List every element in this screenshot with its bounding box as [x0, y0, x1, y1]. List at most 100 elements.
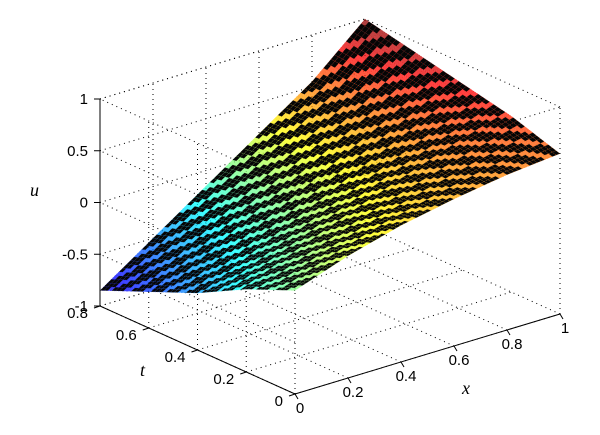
surface-patch — [192, 255, 201, 260]
surface-patch — [282, 152, 291, 158]
surface-patch — [337, 174, 346, 180]
surface-patch — [328, 150, 338, 156]
surface-patch — [333, 173, 342, 179]
surface-patch — [308, 97, 317, 104]
surface-patch — [290, 186, 300, 192]
surface-patch — [208, 277, 217, 282]
surface-patch — [118, 275, 128, 281]
surface-patch — [256, 194, 265, 200]
surface-patch — [177, 285, 187, 290]
surface-patch — [177, 289, 187, 293]
surface-patch — [126, 264, 135, 269]
surface-patch — [382, 143, 392, 149]
surface-patch — [306, 173, 315, 179]
surface-patch — [236, 171, 245, 177]
surface-patch — [328, 145, 337, 151]
surface-patch — [256, 211, 266, 216]
surface-patch — [378, 137, 388, 143]
y-tick — [191, 349, 198, 353]
surface-patch — [259, 177, 269, 183]
surface-patch — [325, 157, 334, 163]
surface-patch — [368, 23, 377, 32]
surface-patch — [305, 131, 314, 138]
surface-patch — [354, 107, 364, 114]
surface-patch — [320, 147, 330, 153]
surface-patch — [168, 236, 177, 242]
surface-patch — [207, 249, 216, 254]
surface-patch — [412, 82, 421, 89]
surface-patch — [221, 208, 231, 213]
surface-patch — [305, 146, 314, 152]
surface-patch — [344, 164, 353, 170]
surface-patch — [424, 100, 433, 106]
surface-patch — [389, 91, 398, 98]
surface-patch — [244, 182, 253, 188]
surface-patch — [220, 167, 230, 173]
surface-patch — [180, 257, 189, 262]
surface-patch — [370, 104, 379, 110]
surface-patch — [323, 104, 333, 110]
surface-patch — [218, 224, 227, 229]
surface-patch — [424, 105, 433, 111]
surface-patch — [358, 104, 367, 110]
surface-patch — [292, 101, 302, 108]
surface-patch — [202, 225, 212, 230]
surface-patch — [313, 167, 323, 173]
surface-patch — [393, 99, 402, 106]
surface-patch — [302, 198, 312, 203]
x-axis-label: x — [461, 378, 470, 398]
surface-patch — [220, 171, 230, 178]
surface-patch — [302, 181, 311, 187]
surface-patch — [177, 279, 186, 283]
surface-patch — [187, 239, 197, 244]
surface-patch — [209, 196, 219, 202]
surface-patch — [282, 171, 292, 177]
surface-patch — [164, 252, 174, 257]
surface-patch — [310, 183, 319, 189]
surface-patch — [344, 168, 354, 174]
surface-patch — [386, 135, 395, 141]
surface-patch — [281, 128, 291, 134]
surface-patch — [251, 175, 261, 181]
surface-patch — [307, 81, 317, 88]
surface-patch — [314, 193, 323, 198]
surface-patch — [244, 178, 253, 184]
surface-patch — [268, 213, 277, 219]
surface-patch — [214, 243, 224, 248]
surface-patch — [187, 231, 196, 236]
surface-patch — [214, 223, 223, 228]
surface-patch — [177, 282, 186, 287]
surface-patch — [415, 212, 425, 217]
surface-patch — [294, 161, 303, 167]
surface-patch — [257, 223, 266, 228]
surface-patch — [195, 224, 204, 229]
surface-patch — [192, 269, 202, 274]
surface-patch — [255, 153, 264, 159]
surface-patch — [243, 149, 252, 156]
surface-patch — [194, 202, 203, 208]
surface-patch — [205, 191, 215, 197]
surface-patch — [321, 174, 331, 180]
surface-patch — [287, 198, 296, 203]
surface-patch — [300, 104, 309, 111]
surface-patch — [211, 250, 220, 255]
surface-patch — [287, 189, 296, 195]
surface-patch — [293, 132, 302, 138]
surface-patch — [190, 210, 200, 216]
surface-patch — [233, 202, 242, 207]
surface-patch — [184, 269, 194, 274]
surface-patch — [227, 265, 236, 270]
surface-patch — [267, 193, 277, 198]
surface-patch — [225, 217, 235, 222]
surface-patch — [348, 147, 357, 153]
surface-patch — [363, 158, 373, 163]
surface-patch — [359, 129, 368, 135]
surface-patch — [168, 240, 177, 246]
surface-patch — [215, 274, 225, 279]
surface-patch — [362, 100, 371, 107]
surface-patch — [243, 164, 253, 170]
surface-patch — [229, 196, 238, 202]
surface-patch — [287, 202, 296, 207]
surface-patch — [255, 176, 265, 182]
surface-patch — [343, 253, 353, 257]
